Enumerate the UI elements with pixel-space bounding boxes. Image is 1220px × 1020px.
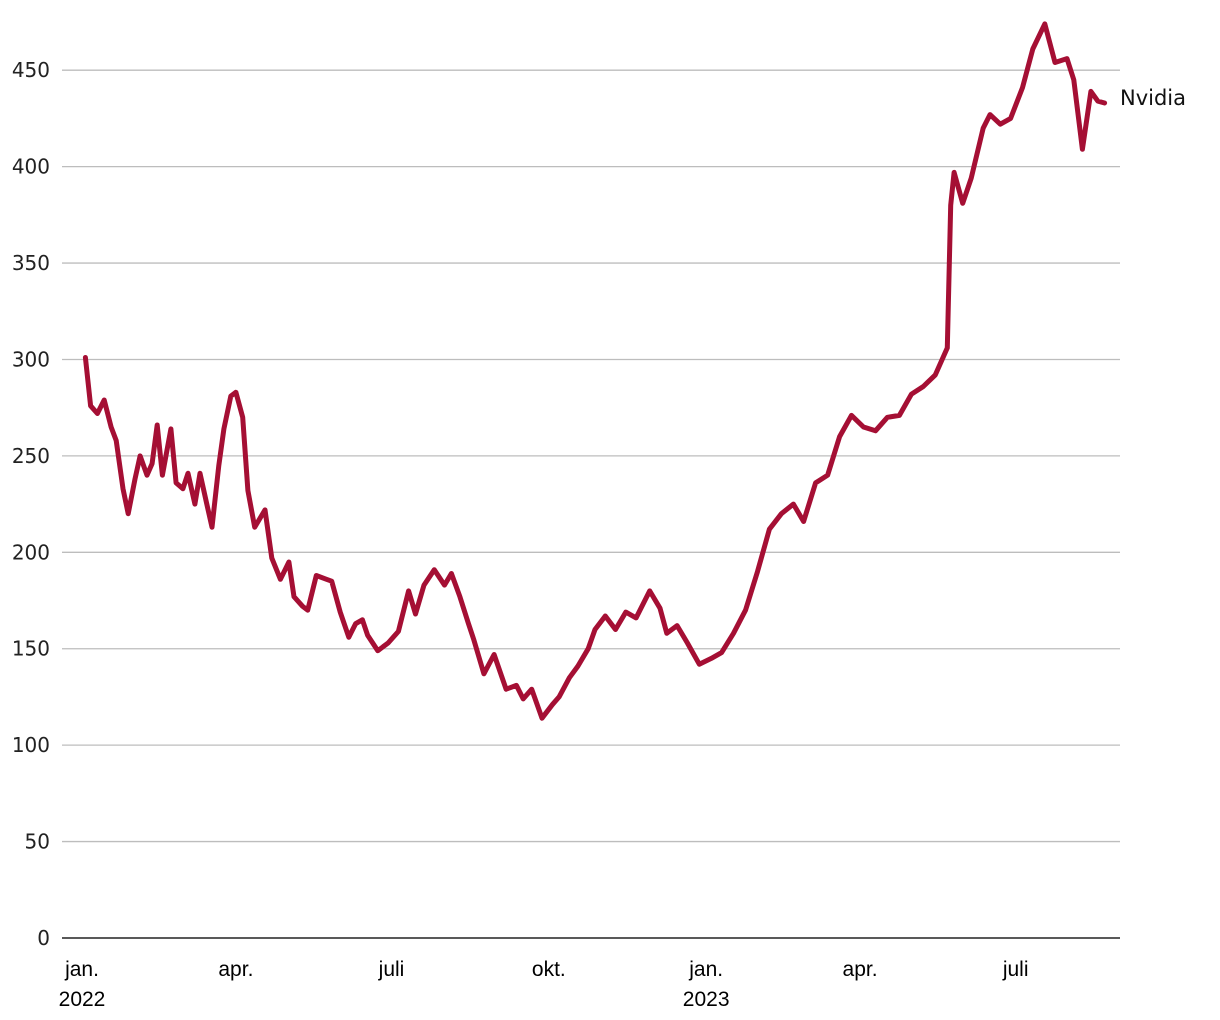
- x-axis-tick-labels: jan. 2022 apr. juli okt. jan. 2023 apr. juli: [59, 958, 1029, 1011]
- y-tick-label-100: 100: [12, 733, 50, 757]
- y-tick-label-50: 50: [25, 830, 50, 854]
- y-tick-label-150: 150: [12, 637, 50, 661]
- y-tick-label-450: 450: [12, 58, 50, 82]
- series-label-nvidia: Nvidia: [1120, 86, 1186, 110]
- y-tick-label-0: 0: [37, 926, 50, 950]
- series-line-nvidia: [82, 21, 1108, 721]
- y-tick-label-300: 300: [12, 347, 50, 371]
- x-tick-label-6: juli: [1002, 958, 1029, 981]
- y-tick-label-350: 350: [12, 251, 50, 275]
- x-tick-label-0: jan. 2022: [59, 958, 106, 1011]
- x-tick-label-2: juli: [378, 958, 405, 981]
- x-tick-label-1: apr.: [218, 958, 253, 981]
- y-tick-label-400: 400: [12, 155, 50, 179]
- x-tick-label-5: apr.: [843, 958, 878, 981]
- series-layer: [82, 21, 1108, 721]
- x-tick-label-3: okt.: [532, 958, 566, 981]
- y-tick-label-250: 250: [12, 444, 50, 468]
- x-tick-label-4: jan. 2023: [683, 958, 730, 1011]
- gridlines: [62, 69, 1120, 843]
- y-tick-label-200: 200: [12, 540, 50, 564]
- y-axis-tick-labels: 0 50 100 150 200 250 300 350 400 450: [12, 58, 50, 950]
